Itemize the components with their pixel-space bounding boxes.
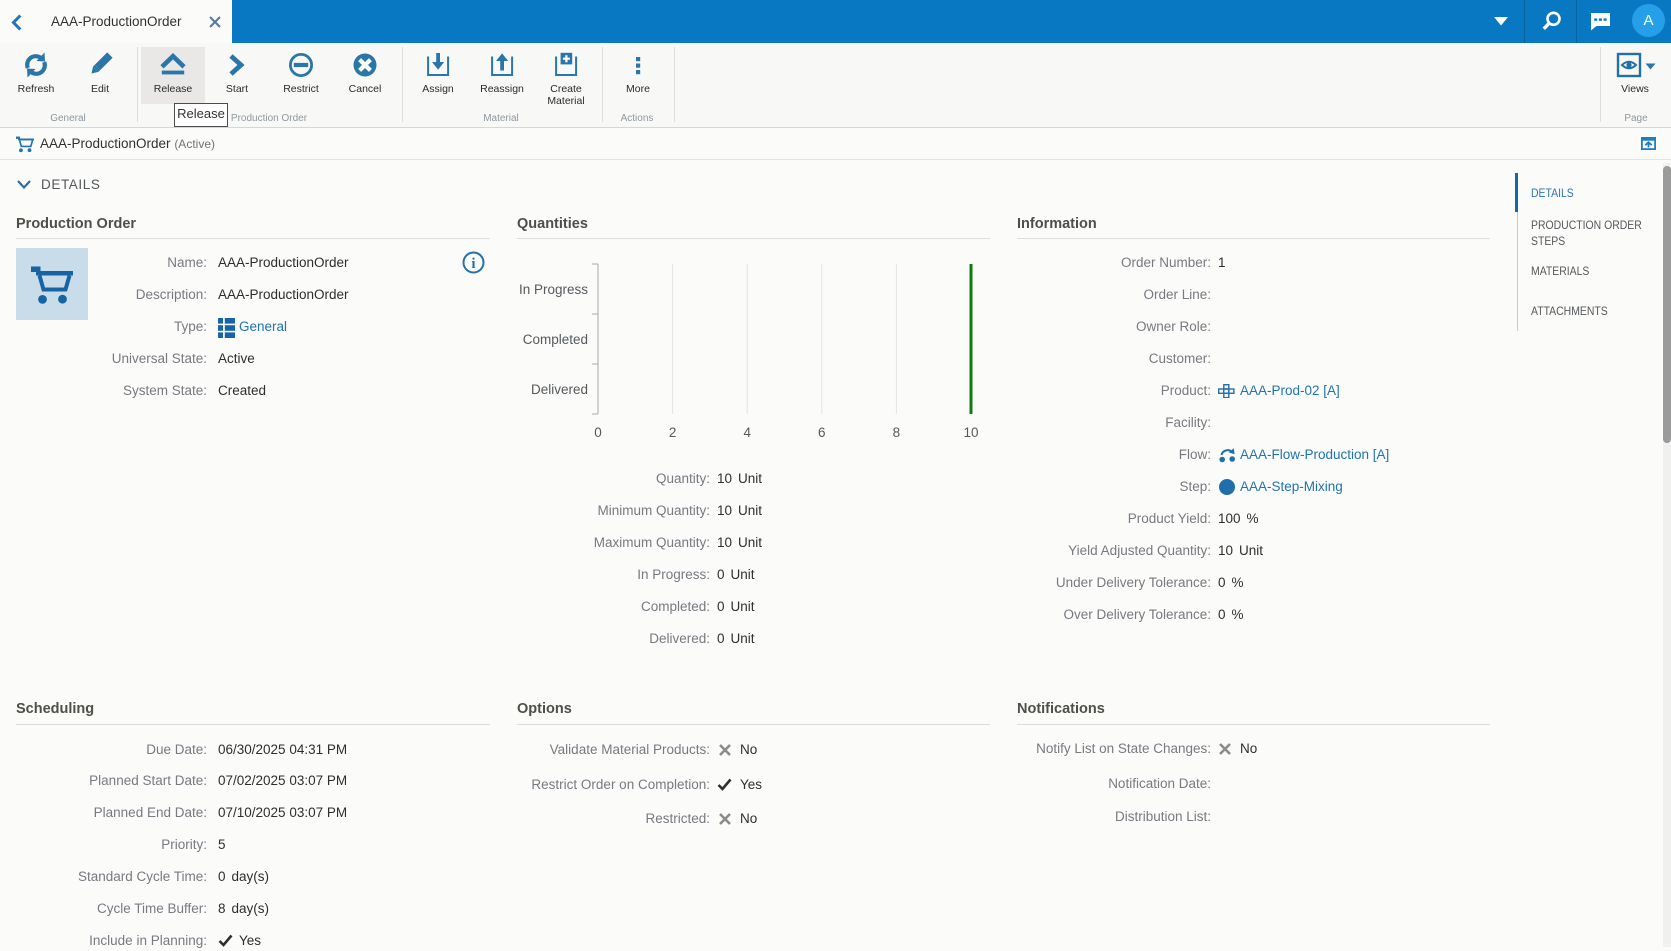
svg-text:Completed: Completed (523, 332, 588, 347)
svg-text:2: 2 (669, 425, 677, 440)
svg-text:Delivered: Delivered (531, 382, 588, 397)
svg-text:In Progress: In Progress (519, 282, 588, 297)
svg-text:0: 0 (594, 425, 602, 440)
svg-text:6: 6 (818, 425, 826, 440)
svg-text:i: i (471, 256, 475, 272)
svg-text:4: 4 (743, 425, 751, 440)
svg-text:10: 10 (963, 425, 978, 440)
svg-text:8: 8 (893, 425, 901, 440)
